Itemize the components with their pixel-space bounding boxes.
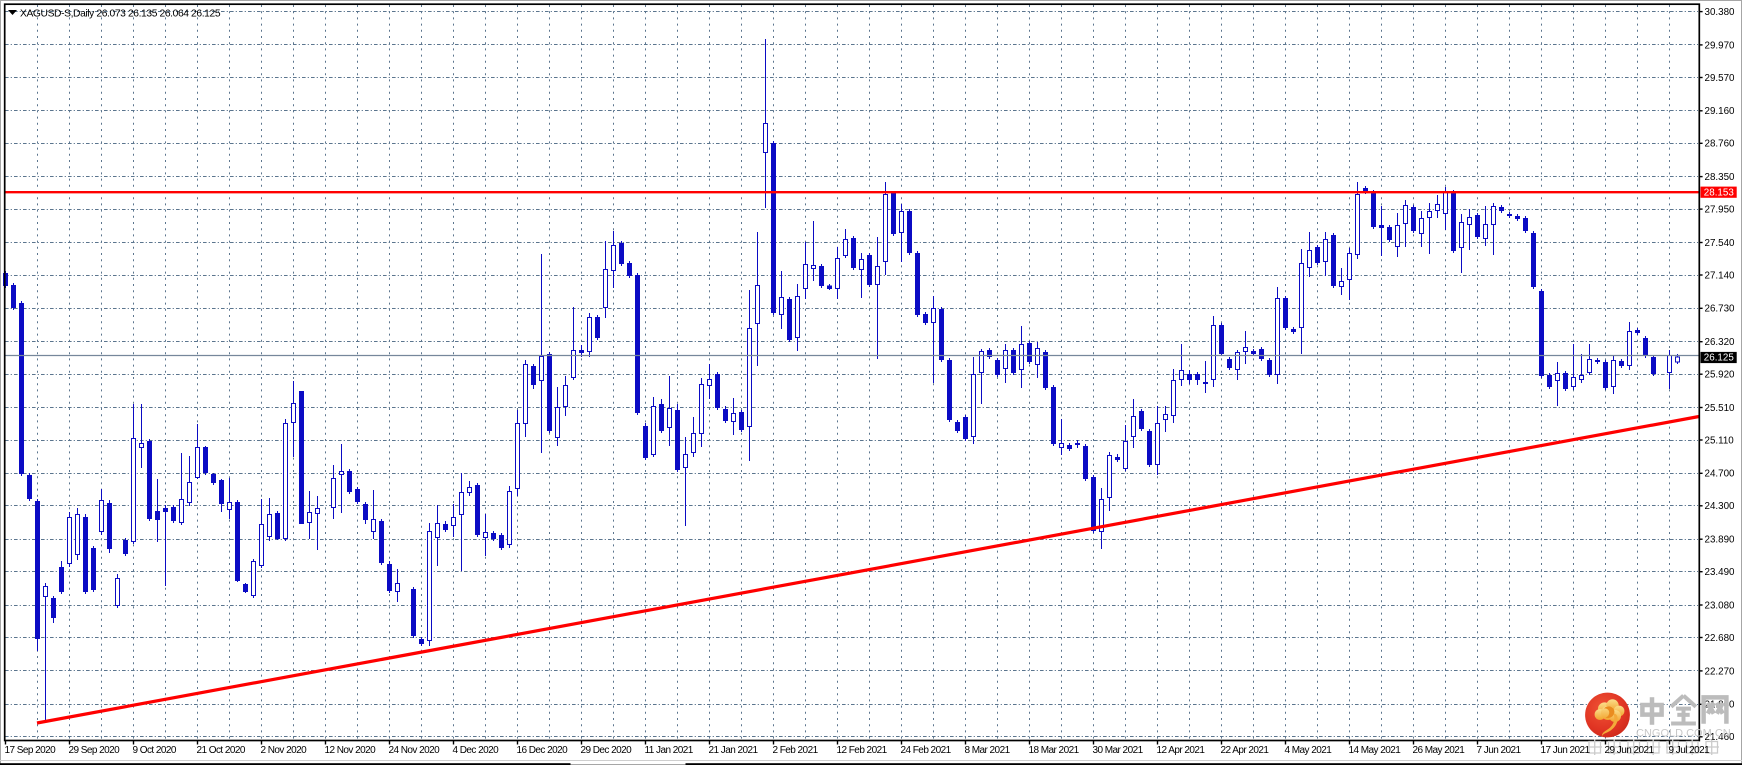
svg-text:22 Apr 2021: 22 Apr 2021 (1221, 745, 1270, 756)
svg-text:29.970: 29.970 (1705, 40, 1736, 51)
svg-text:22.270: 22.270 (1705, 666, 1736, 677)
svg-text:18 Mar 2021: 18 Mar 2021 (1029, 745, 1080, 756)
svg-text:12 Feb 2021: 12 Feb 2021 (837, 745, 888, 756)
svg-text:16 Dec 2020: 16 Dec 2020 (517, 745, 569, 756)
svg-text:24.300: 24.300 (1705, 501, 1736, 512)
svg-text:11 Jan 2021: 11 Jan 2021 (645, 745, 694, 756)
svg-text:8 Mar 2021: 8 Mar 2021 (965, 745, 1011, 756)
svg-text:29.160: 29.160 (1705, 106, 1736, 117)
svg-text:27.540: 27.540 (1705, 238, 1736, 249)
svg-text:25.110: 25.110 (1705, 435, 1735, 446)
svg-text:7 Jun 2021: 7 Jun 2021 (1477, 745, 1522, 756)
svg-text:12 Nov 2020: 12 Nov 2020 (325, 745, 377, 756)
svg-text:28.153: 28.153 (1704, 188, 1735, 199)
svg-text:23.490: 23.490 (1705, 567, 1736, 578)
svg-text:2 Feb 2021: 2 Feb 2021 (773, 745, 819, 756)
svg-text:24 Nov 2020: 24 Nov 2020 (389, 745, 441, 756)
svg-text:9 Oct 2020: 9 Oct 2020 (133, 745, 177, 756)
svg-text:9 Jul 2021: 9 Jul 2021 (1669, 745, 1711, 756)
svg-text:24 Feb 2021: 24 Feb 2021 (901, 745, 952, 756)
svg-text:29.570: 29.570 (1705, 73, 1736, 84)
svg-text:28.350: 28.350 (1705, 172, 1736, 183)
svg-text:17 Jun 2021: 17 Jun 2021 (1541, 745, 1591, 756)
svg-text:29 Dec 2020: 29 Dec 2020 (581, 745, 633, 756)
svg-text:21.460: 21.460 (1705, 732, 1736, 743)
svg-text:23.890: 23.890 (1705, 535, 1736, 546)
svg-text:4 Dec 2020: 4 Dec 2020 (453, 745, 500, 756)
svg-text:23.080: 23.080 (1705, 600, 1736, 611)
svg-text:26.730: 26.730 (1705, 304, 1736, 315)
svg-text:27.950: 27.950 (1705, 205, 1736, 216)
svg-text:24.700: 24.700 (1705, 469, 1736, 480)
svg-text:27.140: 27.140 (1705, 270, 1736, 281)
svg-text:29 Sep 2020: 29 Sep 2020 (69, 745, 121, 756)
svg-text:21 Oct 2020: 21 Oct 2020 (197, 745, 246, 756)
svg-text:26.125: 26.125 (1704, 353, 1735, 364)
svg-text:17 Sep 2020: 17 Sep 2020 (5, 745, 57, 756)
svg-text:26 May 2021: 26 May 2021 (1413, 745, 1466, 756)
svg-text:26.320: 26.320 (1705, 337, 1736, 348)
svg-text:XAGUSD-S,Daily 26.073 26.135: XAGUSD-S,Daily 26.073 26.135 26.064 26.1… (20, 8, 221, 19)
svg-text:30.380: 30.380 (1705, 7, 1736, 18)
svg-text:30 Mar 2021: 30 Mar 2021 (1093, 745, 1144, 756)
svg-text:14 May 2021: 14 May 2021 (1349, 745, 1402, 756)
svg-text:12 Apr 2021: 12 Apr 2021 (1157, 745, 1206, 756)
svg-text:29 Jun 2021: 29 Jun 2021 (1605, 745, 1655, 756)
svg-text:28.760: 28.760 (1705, 139, 1736, 150)
svg-text:4 May 2021: 4 May 2021 (1285, 745, 1333, 756)
svg-text:22.680: 22.680 (1705, 633, 1736, 644)
svg-text:CNGOLD.COM.CN: CNGOLD.COM.CN (1636, 728, 1731, 740)
svg-text:21 Jan 2021: 21 Jan 2021 (709, 745, 759, 756)
svg-text:2 Nov 2020: 2 Nov 2020 (261, 745, 308, 756)
svg-text:25.510: 25.510 (1705, 403, 1736, 414)
svg-text:25.920: 25.920 (1705, 370, 1736, 381)
